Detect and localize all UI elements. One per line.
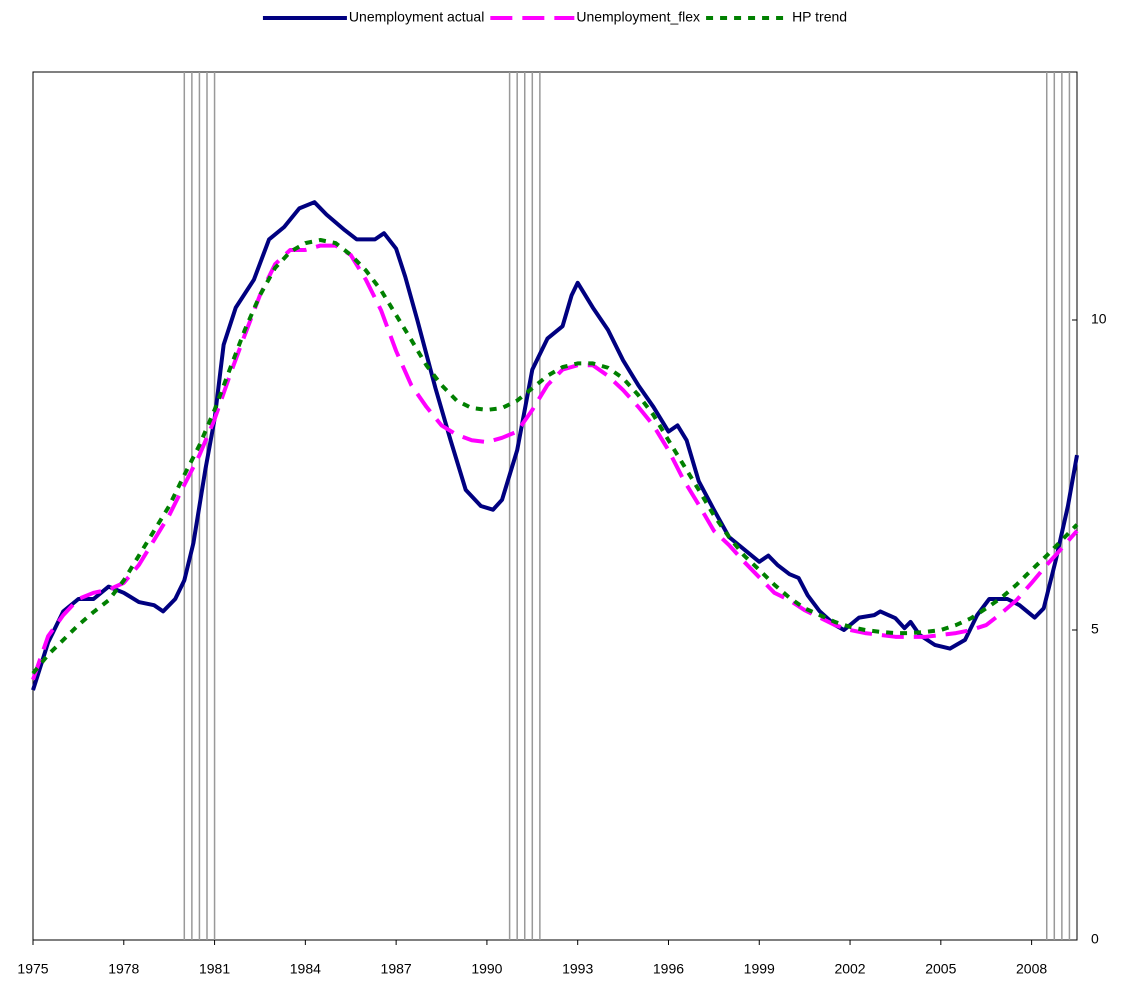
y-tick-label: 5 bbox=[1091, 621, 1099, 637]
x-tick-label: 1978 bbox=[108, 961, 139, 977]
y-tick-label: 0 bbox=[1091, 931, 1099, 947]
x-tick-label: 1996 bbox=[653, 961, 684, 977]
plot-frame bbox=[32, 71, 1078, 941]
x-tick-label: 1987 bbox=[381, 961, 412, 977]
series-line bbox=[31, 238, 1079, 675]
x-tick-label: 1993 bbox=[562, 961, 593, 977]
y-tick-label: 10 bbox=[1091, 311, 1107, 327]
x-tick-label: 1990 bbox=[471, 961, 502, 977]
x-tick-label: 2002 bbox=[834, 961, 865, 977]
x-tick-label: 1984 bbox=[290, 961, 321, 977]
x-tick-label: 1999 bbox=[744, 961, 775, 977]
legend-label: Unemployment actual bbox=[349, 9, 484, 25]
x-tick-label: 2005 bbox=[925, 961, 956, 977]
x-tick-label: 1981 bbox=[199, 961, 230, 977]
x-tick-label: 1975 bbox=[17, 961, 48, 977]
series-line bbox=[31, 200, 1079, 691]
legend-label: Unemployment_flex bbox=[576, 9, 700, 25]
x-tick-label: 2008 bbox=[1016, 961, 1047, 977]
legend-label: HP trend bbox=[792, 9, 847, 25]
series-line bbox=[31, 243, 1079, 681]
legend: Unemployment actual Unemployment_flex HP t… bbox=[262, 9, 847, 25]
